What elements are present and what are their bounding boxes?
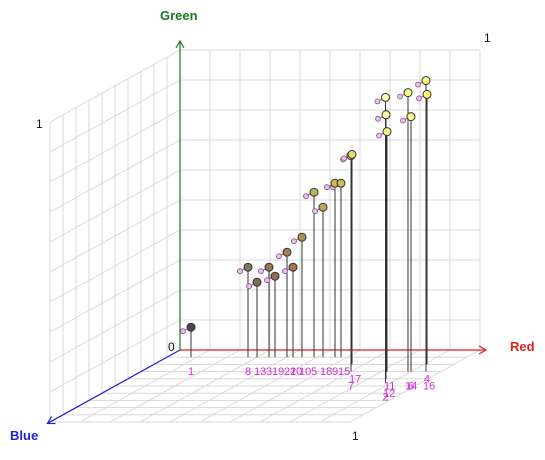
grid-line: [49, 79, 181, 153]
data-point-11: [382, 127, 392, 137]
point-shadow-18: [312, 208, 318, 215]
point-shadow-19: [264, 277, 270, 284]
data-point-14: [403, 88, 413, 98]
grid-line: [259, 349, 391, 423]
z-axis-line-arrowhead: [46, 416, 56, 425]
point-label-2: 2: [383, 391, 389, 403]
point-shadow-16: [415, 81, 421, 88]
grid-line: [289, 349, 421, 423]
point-shadow-9: [324, 184, 330, 191]
data-point-4: [422, 89, 432, 99]
point-shadow-4: [416, 95, 422, 102]
point-label-3: 3: [266, 366, 272, 378]
point-label-5: 5: [311, 366, 317, 378]
data-point-5: [309, 187, 319, 197]
x-axis-name: Red: [510, 339, 535, 354]
corner-label: 1: [484, 31, 491, 45]
point-shadow-21: [276, 253, 282, 260]
point-shadow-13: [246, 283, 252, 290]
y-axis-name: Green: [160, 8, 198, 23]
data-point-8: [243, 262, 253, 272]
point-label-19: 19: [272, 366, 284, 378]
data-point-15: [336, 178, 346, 188]
point-shadow-11: [376, 132, 382, 139]
point-label-10: 10: [299, 366, 311, 378]
point-label-12: 12: [383, 388, 395, 400]
point-label-16: 16: [423, 381, 435, 393]
point-shadow-3: [258, 268, 264, 275]
z-axis-line: [47, 349, 181, 424]
y-end-label: 1: [36, 117, 43, 131]
grid-line: [349, 349, 481, 423]
data-point-6: [406, 112, 416, 122]
data-point-13: [252, 277, 262, 287]
data-point-1: [186, 322, 196, 332]
data-point-19: [270, 271, 280, 281]
data-point-18: [318, 202, 328, 212]
data-point-20: [288, 262, 298, 272]
data-point-12: [381, 110, 391, 120]
x-end-label: 1: [352, 429, 359, 443]
grid-line: [319, 349, 451, 423]
point-shadow-20: [282, 268, 288, 275]
data-point-10: [297, 232, 307, 242]
grid-line: [49, 169, 181, 243]
point-shadow-10: [291, 238, 297, 245]
point-label-1: 1: [188, 366, 194, 378]
y-axis-line-arrowhead: [175, 39, 185, 49]
point-label-17: 17: [349, 373, 361, 385]
grid-line: [49, 49, 181, 123]
data-points: [180, 76, 432, 335]
grid-line: [49, 109, 181, 183]
grid-line: [49, 139, 181, 213]
point-shadow-8: [237, 268, 243, 275]
origin-label: 0: [168, 340, 175, 354]
point-label-8: 8: [245, 366, 251, 378]
z-axis-name: Blue: [10, 428, 38, 443]
point-label-21: 21: [284, 366, 296, 378]
grid-line: [49, 199, 181, 273]
data-point-2: [381, 92, 390, 102]
point-label-13: 13: [254, 366, 266, 378]
point-label-20: 20: [290, 366, 302, 378]
point-shadow-1: [180, 328, 186, 335]
data-point-17: [347, 149, 357, 159]
point-shadow-14: [397, 93, 403, 100]
x-axis-line-arrowhead: [478, 345, 488, 355]
point-shadow-12: [375, 115, 381, 122]
point-label-18: 18: [320, 366, 332, 378]
point-shadow-5: [303, 193, 309, 200]
point-label-11: 11: [384, 381, 395, 393]
point-shadow-6: [400, 117, 406, 124]
point-label-9: 9: [332, 366, 338, 378]
grid-line: [229, 349, 361, 423]
point-shadow-2: [374, 98, 381, 105]
point-label-15: 15: [338, 366, 350, 378]
point-stems: [190, 80, 428, 383]
data-point-16: [421, 76, 431, 86]
point-label-6: 6: [408, 381, 414, 393]
axes: [46, 39, 488, 425]
data-point-21: [282, 247, 292, 257]
point-label-4: 4: [424, 373, 430, 385]
point-label-7: 7: [348, 381, 354, 393]
data-point-3: [264, 262, 274, 272]
point-label-14: 14: [405, 381, 417, 393]
point-shadow-17: [341, 155, 347, 162]
